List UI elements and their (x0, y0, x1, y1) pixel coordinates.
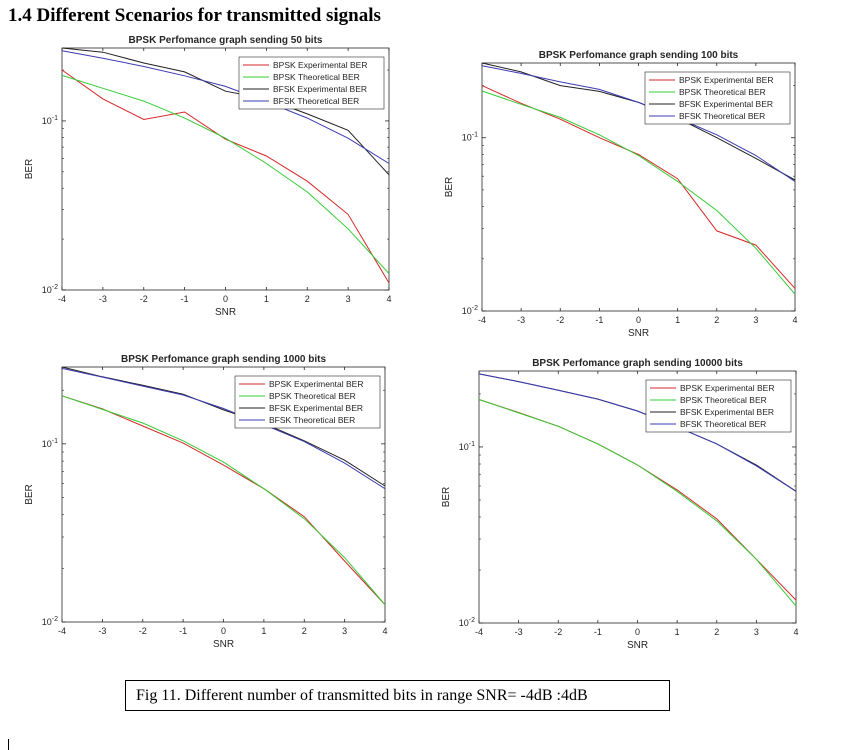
series-line-red (61, 395, 386, 606)
text-cursor (8, 739, 9, 750)
x-tick-label: 0 (223, 294, 228, 304)
x-tick-label: -4 (58, 294, 66, 304)
series-line-blue (61, 50, 390, 164)
x-tick-label: -1 (595, 315, 603, 325)
series-line-black (61, 47, 390, 176)
legend-box (644, 71, 791, 125)
x-tick-label: 3 (754, 627, 759, 637)
legend-label: BFSK Experimental BER (679, 99, 773, 109)
x-tick-label: 0 (636, 315, 641, 325)
x-tick-label: -2 (139, 626, 147, 636)
figure-caption: Fig 11. Different number of transmitted … (125, 680, 670, 711)
y-tick-label: 10-2 (462, 305, 478, 316)
x-tick-label: 2 (714, 627, 719, 637)
legend-label: BFSK Experimental BER (269, 403, 363, 413)
x-tick-label: -3 (98, 626, 106, 636)
y-axis-label: BER (24, 484, 35, 505)
chart-10000-bits: -4 -3 -2 -1 0 1 2 3 4 10-1 10-2 BPSK Perfomance gra… (441, 358, 799, 651)
legend-label: BPSK Theoretical BER (273, 72, 360, 82)
x-tick-label: 3 (342, 626, 347, 636)
x-tick-label: 1 (264, 294, 269, 304)
legend-label: BPSK Experimental BER (680, 383, 774, 393)
y-tick-label: 10-1 (42, 115, 58, 126)
legend-label: BFSK Experimental BER (680, 407, 774, 417)
y-tick-label: 10-1 (459, 441, 475, 452)
chart-title: BPSK Perfomance graph sending 1000 bits (121, 354, 326, 365)
chart-50-bits: -4 -3 -2 -1 0 1 2 3 4 10-1 10-2 BPSK Perfomance gra… (0, 30, 399, 330)
y-tick-label: 10-1 (462, 132, 478, 143)
legend-label: BFSK Experimental BER (273, 84, 367, 94)
legend-label: BFSK Theoretical BER (273, 96, 359, 106)
chart-svg: -4 -3 -2 -1 0 1 2 3 4 10-1 10-2 BPSK Perfomance gra… (444, 50, 798, 339)
x-tick-label: 2 (302, 626, 307, 636)
x-tick-label: -1 (181, 294, 189, 304)
x-tick-label: -1 (594, 627, 602, 637)
legend-label: BFSK Theoretical BER (679, 111, 765, 121)
series-line-green (61, 395, 386, 606)
series-line-green (478, 399, 797, 607)
legend-label: BPSK Experimental BER (269, 379, 363, 389)
x-axis-label: SNR (215, 307, 236, 318)
series-line-blue (61, 367, 386, 490)
x-tick-label: 3 (346, 294, 351, 304)
x-tick-label: 4 (793, 627, 798, 637)
x-tick-label: -4 (475, 627, 483, 637)
x-axis-label: SNR (213, 639, 234, 650)
x-tick-label: 1 (261, 626, 266, 636)
legend-label: BPSK Theoretical BER (680, 395, 767, 405)
chart-title: BPSK Perfomance graph sending 10000 bits (532, 358, 743, 369)
y-axis-label: BER (24, 159, 35, 180)
legend-label: BPSK Experimental BER (273, 60, 367, 70)
x-tick-label: -2 (554, 627, 562, 637)
series-line-green (481, 90, 796, 295)
chart-title: BPSK Perfomance graph sending 100 bits (539, 50, 739, 61)
x-tick-label: -4 (58, 626, 66, 636)
legend-label: BPSK Theoretical BER (269, 391, 356, 401)
x-tick-label: 0 (221, 626, 226, 636)
x-tick-label: 0 (635, 627, 640, 637)
series-line-green (61, 74, 390, 274)
x-tick-label: -3 (517, 315, 525, 325)
y-tick-label: 10-2 (42, 616, 58, 627)
legend-label: BFSK Theoretical BER (680, 419, 766, 429)
chart-svg: -4 -3 -2 -1 0 1 2 3 4 10-1 10-2 BPSK Perfomance gra… (24, 35, 392, 318)
legend-box (234, 375, 381, 429)
section-heading: 1.4 Different Scenarios for transmitted … (8, 5, 381, 26)
x-tick-label: 2 (714, 315, 719, 325)
legend-label: BPSK Experimental BER (679, 75, 773, 85)
x-axis-label: SNR (628, 328, 649, 339)
x-tick-label: 2 (305, 294, 310, 304)
x-tick-label: -3 (515, 627, 523, 637)
x-tick-label: -1 (179, 626, 187, 636)
x-tick-label: 1 (675, 315, 680, 325)
chart-svg: -4 -3 -2 -1 0 1 2 3 4 10-1 10-2 BPSK Perfomance gra… (24, 354, 388, 650)
y-tick-label: 10-2 (459, 617, 475, 628)
x-tick-label: 4 (382, 626, 387, 636)
x-tick-label: 4 (386, 294, 391, 304)
x-tick-label: -3 (99, 294, 107, 304)
y-axis-label: BER (444, 177, 455, 198)
y-tick-label: 10-2 (42, 284, 58, 295)
series-line-blue (481, 65, 796, 182)
series-line-blue (478, 373, 797, 492)
chart-100-bits: -4 -3 -2 -1 0 1 2 3 4 10-1 10-2 BPSK Perfomance gra… (0, 0, 805, 351)
chart-1000-bits: -4 -3 -2 -1 0 1 2 3 4 10-1 10-2 BPSK Perfomance gra… (0, 0, 395, 662)
chart-svg: -4 -3 -2 -1 0 1 2 3 4 10-1 10-2 BPSK Perfomance gra… (441, 358, 799, 651)
y-tick-label: 10-1 (42, 438, 58, 449)
x-axis-label: SNR (627, 640, 648, 651)
chart-title: BPSK Perfomance graph sending 50 bits (129, 35, 323, 46)
x-tick-label: -4 (478, 315, 486, 325)
legend-box (238, 56, 385, 110)
x-tick-label: -2 (140, 294, 148, 304)
x-tick-label: -2 (556, 315, 564, 325)
x-tick-label: 1 (675, 627, 680, 637)
x-tick-label: 4 (792, 315, 797, 325)
series-line-red (61, 69, 390, 284)
legend-label: BFSK Theoretical BER (269, 415, 355, 425)
legend-box (645, 379, 792, 433)
y-axis-label: BER (441, 487, 452, 508)
x-tick-label: 3 (753, 315, 758, 325)
legend-label: BPSK Theoretical BER (679, 87, 766, 97)
